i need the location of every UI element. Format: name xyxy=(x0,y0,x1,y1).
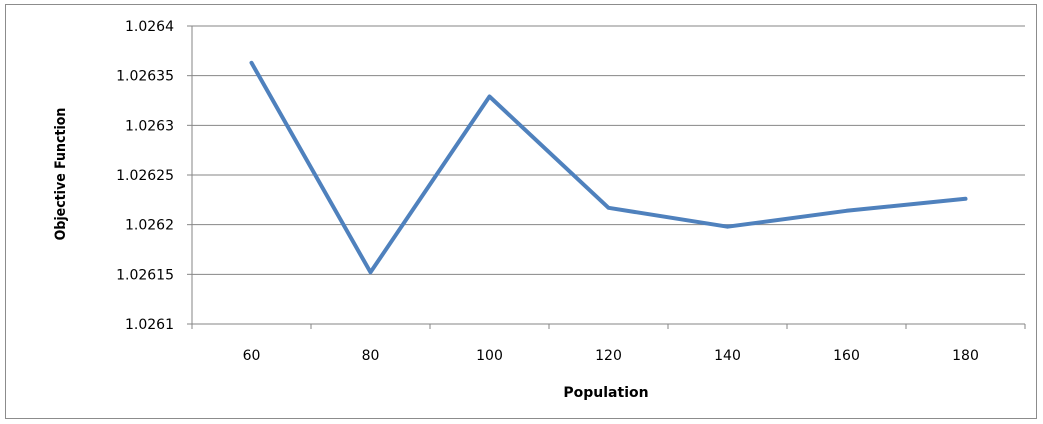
y-tick-label: 1.02615 xyxy=(116,267,174,283)
x-tick-label: 60 xyxy=(243,348,261,364)
data-point xyxy=(251,62,252,64)
y-tick-label: 1.02635 xyxy=(116,69,174,85)
axes xyxy=(187,25,1026,329)
x-tick-label: 80 xyxy=(362,348,380,364)
data-point xyxy=(727,226,728,228)
y-tick-label: 1.0263 xyxy=(125,118,174,134)
y-axis-title: Objective Function xyxy=(53,108,69,241)
y-tick-label: 1.0262 xyxy=(125,218,174,234)
x-tick-labels: 60 80 100 120 140 160 180 xyxy=(243,348,979,364)
data-point xyxy=(965,198,966,200)
x-tick-label: 180 xyxy=(952,348,979,364)
chart-frame xyxy=(5,4,1037,419)
data-point xyxy=(846,210,847,212)
x-axis-title: Population xyxy=(563,385,648,401)
y-tick-label: 1.0264 xyxy=(125,19,174,35)
x-tick-label: 160 xyxy=(833,348,860,364)
gridlines xyxy=(192,25,1025,275)
data-point xyxy=(370,271,371,273)
x-tick-label: 140 xyxy=(714,348,741,364)
y-tick-label: 1.02625 xyxy=(116,168,174,184)
y-tick-labels: 1.0261 1.02615 1.0262 1.02625 1.0263 1.02635 1… xyxy=(116,19,174,333)
y-tick-label: 1.0261 xyxy=(125,317,174,333)
series-line xyxy=(249,60,968,275)
data-point xyxy=(608,207,609,209)
x-tick-label: 120 xyxy=(595,348,622,364)
series-layer xyxy=(249,60,968,275)
data-point xyxy=(489,96,490,98)
x-tick-label: 100 xyxy=(476,348,503,364)
